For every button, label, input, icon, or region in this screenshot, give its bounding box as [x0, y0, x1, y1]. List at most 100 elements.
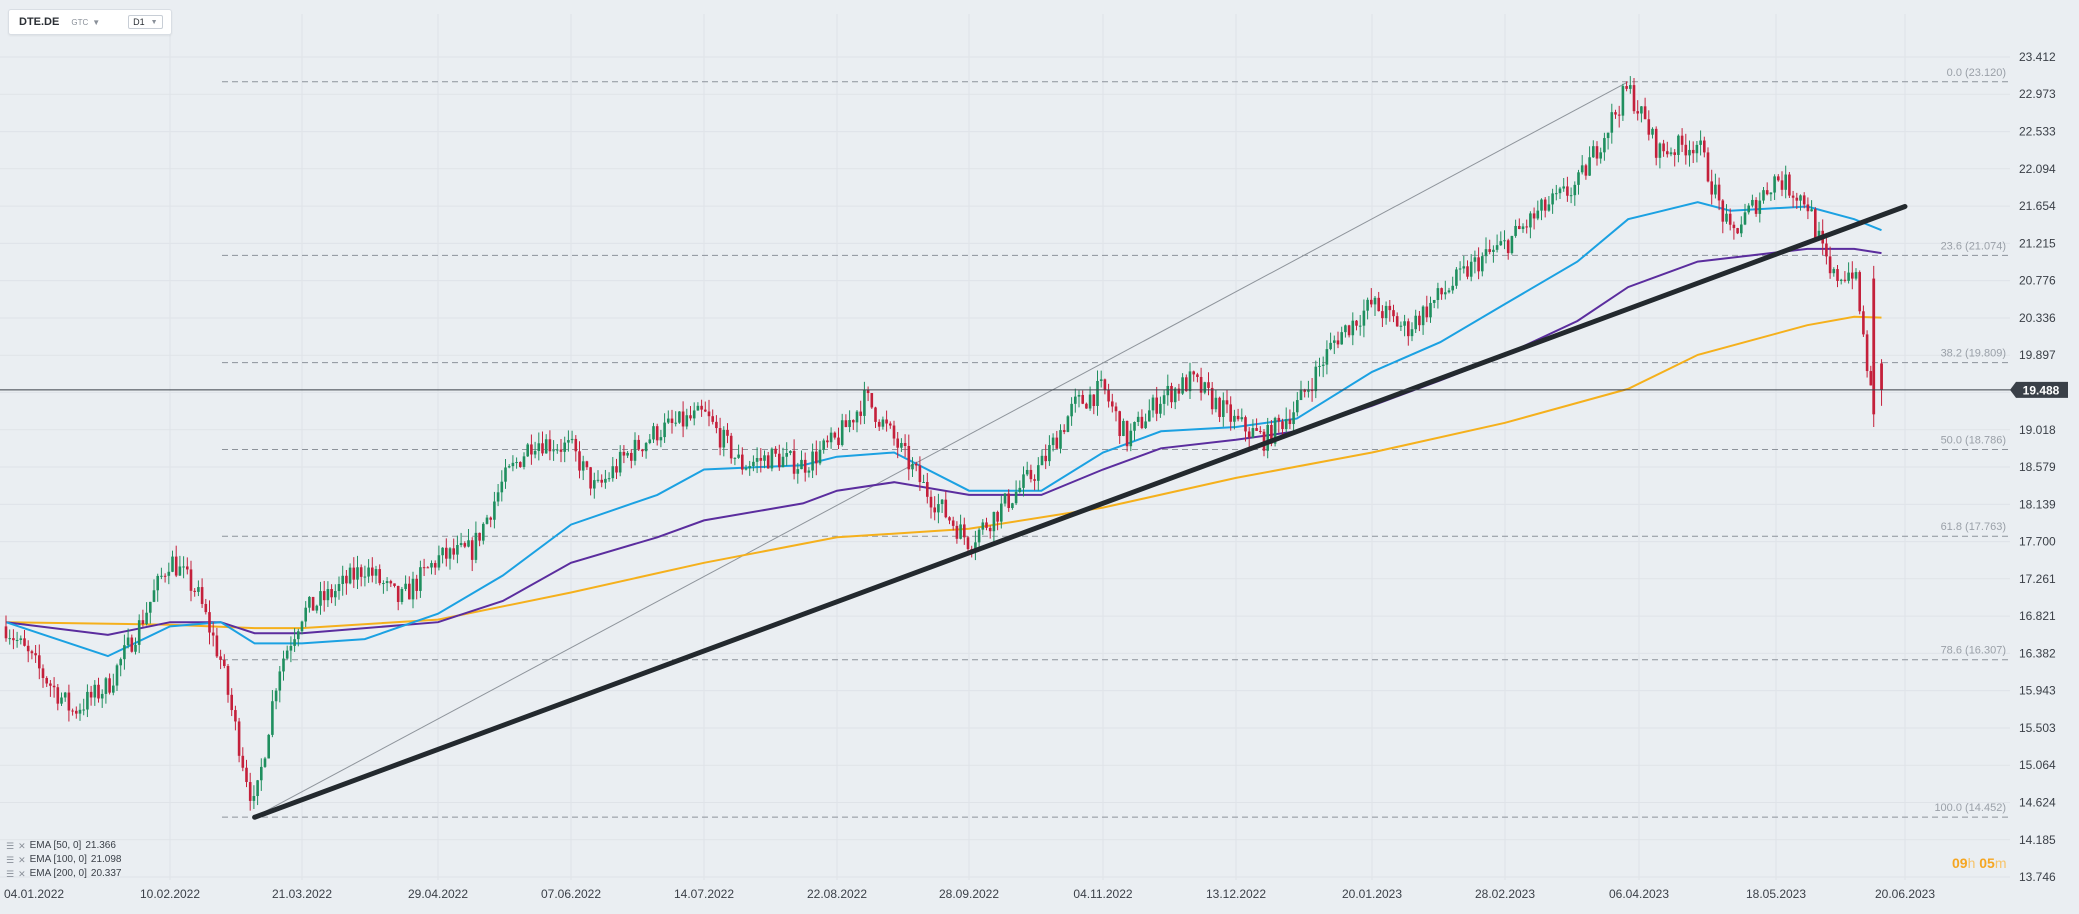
candle-body [1351, 320, 1355, 336]
candle-body [1318, 365, 1321, 367]
timer-hours: 09 [1952, 855, 1968, 871]
candle-body [752, 461, 755, 467]
candle-body [315, 605, 319, 611]
candle-body [1418, 315, 1421, 326]
candle-body [737, 454, 740, 458]
candle-body [1714, 184, 1717, 195]
candle-body [1299, 389, 1303, 401]
candle-body [1588, 157, 1591, 176]
candle-body [1740, 224, 1743, 234]
candle-body [789, 450, 792, 454]
candle-body [356, 567, 359, 580]
candle-body [615, 466, 618, 473]
candle-body [38, 655, 41, 669]
candle-body [1558, 188, 1562, 194]
legend-row-ema50[interactable]: ☰ ✕ EMA [50, 0] 21.366 [6, 839, 121, 853]
candle-body [8, 638, 11, 640]
candle-body [1296, 400, 1299, 413]
candle-body [1836, 269, 1839, 281]
ema-200-line [5, 315, 1882, 630]
candle-body [1207, 382, 1210, 388]
candle-body [1458, 268, 1462, 270]
legend-row-ema200[interactable]: ☰ ✕ EMA [200, 0] 20.337 [6, 867, 121, 881]
candle-body [607, 478, 611, 480]
candle-body [1810, 209, 1813, 212]
candle-body [1381, 311, 1384, 319]
candle-body [1281, 421, 1284, 430]
candle-body [1632, 85, 1636, 112]
candle-body [441, 547, 444, 556]
candles [4, 76, 1883, 811]
candle-body [1547, 204, 1551, 211]
candle-body [726, 429, 729, 436]
candle-body [1425, 306, 1429, 318]
close-icon[interactable]: ✕ [18, 841, 26, 851]
candle-body [1288, 419, 1292, 425]
candle-body [160, 575, 163, 577]
list-icon[interactable]: ☰ [6, 869, 15, 879]
close-icon[interactable]: ✕ [18, 869, 26, 879]
candle-body [1477, 257, 1480, 272]
candle-body [1806, 204, 1810, 212]
candle-body [1880, 363, 1883, 390]
candle-body [1658, 143, 1662, 158]
candle-body [404, 583, 407, 590]
candle-body [189, 569, 193, 591]
candle-body [1251, 428, 1255, 438]
candle-body [433, 563, 437, 568]
list-icon[interactable]: ☰ [6, 855, 15, 865]
timer-hours-unit: h [1967, 855, 1976, 871]
candle-body [903, 442, 907, 446]
list-icon[interactable]: ☰ [6, 841, 15, 851]
candle-body [1403, 321, 1406, 326]
candle-body [1384, 305, 1388, 319]
candle-body [1606, 132, 1610, 139]
candle-body [1662, 143, 1665, 152]
current-price-tag [2010, 381, 2068, 398]
candle-body [1751, 199, 1754, 206]
symbol-label[interactable]: DTE.DE [19, 16, 60, 28]
candle-body [256, 780, 259, 797]
candle-body [1240, 417, 1244, 420]
close-icon[interactable]: ✕ [18, 855, 26, 865]
x-tick-label: 13.12.2022 [1206, 887, 1266, 901]
chevron-down-icon[interactable]: ▼ [92, 17, 101, 27]
candle-body [874, 407, 877, 422]
candle-body [1462, 266, 1466, 269]
candle-body [907, 445, 911, 470]
x-tick-label: 06.04.2023 [1609, 887, 1669, 901]
x-tick-label: 04.11.2022 [1073, 887, 1132, 901]
order-type-select[interactable]: GTC [71, 17, 89, 27]
candle-body [1543, 199, 1547, 211]
x-tick-label: 21.03.2022 [272, 887, 332, 901]
candle-body [211, 632, 215, 636]
candle-body [1691, 149, 1695, 154]
candle-body [556, 449, 559, 451]
candle-body [1736, 228, 1739, 234]
candle-body [1695, 144, 1699, 154]
candle-body [308, 596, 311, 608]
candle-body [844, 420, 848, 428]
candle-body [1839, 279, 1843, 281]
legend-row-ema100[interactable]: ☰ ✕ EMA [100, 0] 21.098 [6, 853, 121, 867]
y-tick-label: 21.215 [2019, 236, 2056, 250]
candle-body [1754, 199, 1758, 214]
candle-body [988, 527, 992, 532]
candle-body [1473, 257, 1477, 262]
timeframe-select[interactable]: D1 ▼ [128, 15, 163, 29]
x-tick-label: 20.06.2023 [1875, 887, 1935, 901]
candle-body [459, 543, 463, 546]
candle-body [1092, 394, 1096, 406]
fibonacci-label: 61.8 (17.763) [1941, 521, 2006, 533]
candle-body [1370, 299, 1373, 305]
candle-body [1011, 503, 1014, 509]
candle-body [837, 437, 840, 446]
candle-body [1503, 240, 1506, 242]
timer-minutes: 05 [1979, 855, 1995, 871]
candle-body [1277, 417, 1281, 422]
x-tick-label: 22.08.2022 [807, 887, 867, 901]
candle-body [1758, 200, 1762, 214]
candle-body [1525, 226, 1528, 228]
